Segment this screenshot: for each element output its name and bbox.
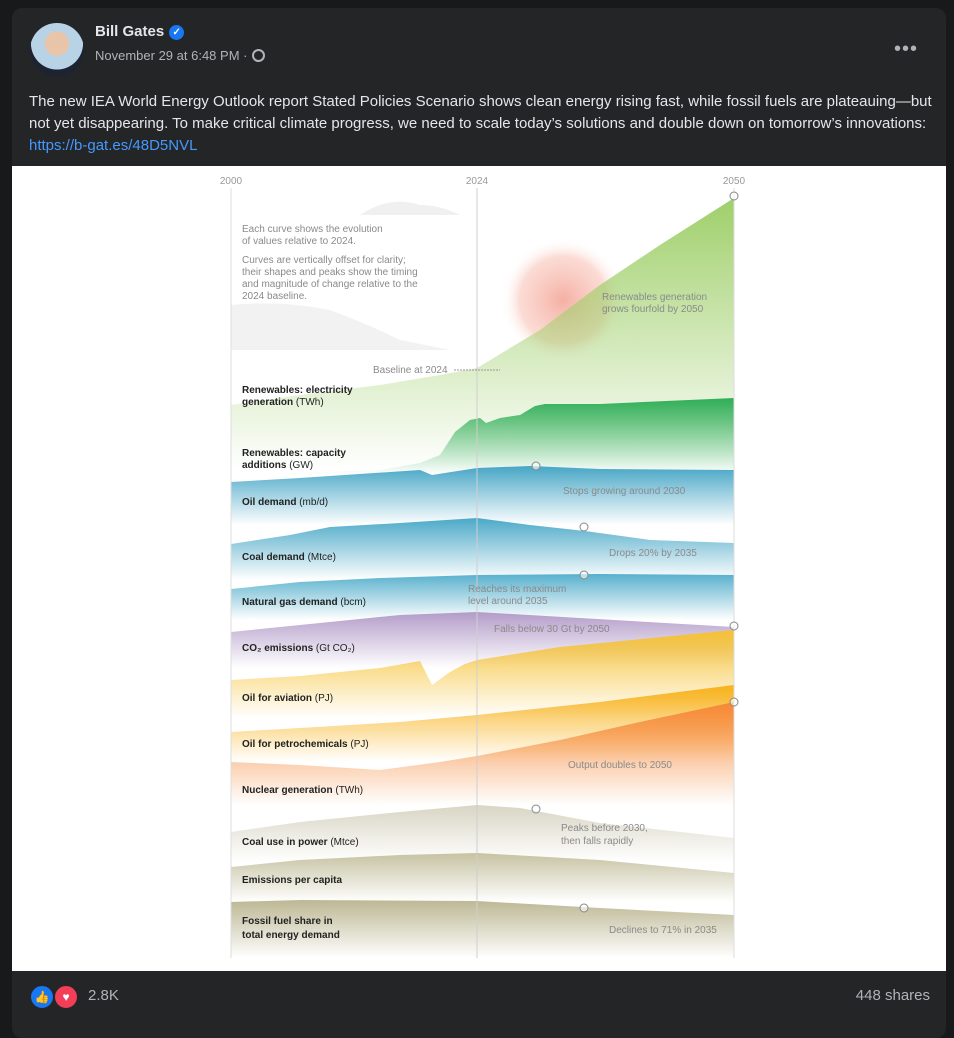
globe-icon [251, 49, 265, 62]
annotation-text: Stops growing around 2030 [563, 486, 686, 497]
series-label: Oil demand (mb/d) [242, 497, 328, 508]
annotation-marker [729, 697, 739, 707]
series-label: Coal demand (Mtce) [242, 552, 336, 563]
series-label: Renewables: capacity [242, 448, 346, 459]
annotation-marker [729, 191, 739, 201]
annotation-text: Drops 20% by 2035 [609, 548, 697, 559]
cloud-decoration [360, 201, 460, 215]
separator: · [243, 48, 248, 63]
tick-2024: 2024 [466, 176, 489, 187]
verified-badge-icon: ✓ [169, 25, 185, 40]
annotation-marker [579, 903, 589, 913]
baseline-label: Baseline at 2024 [373, 365, 448, 376]
annotation-text: Peaks before 2030, [561, 823, 648, 834]
post-image[interactable]: 2000 2024 2050 Each curve shows the evol… [12, 166, 946, 971]
note-line: their shapes and peaks show the timing [242, 267, 418, 278]
series-label: total energy demand [242, 930, 340, 941]
series-label: Coal use in power (Mtce) [242, 837, 359, 848]
post-text: The new IEA World Energy Outlook report … [29, 91, 934, 157]
annotation-marker [531, 461, 541, 471]
post-card: Bill Gates ✓ November 29 at 6:48 PM · •••… [12, 8, 946, 1038]
series-label: Oil for petrochemicals (PJ) [242, 739, 369, 750]
series-label: CO₂ emissions (Gt CO₂) [242, 643, 355, 654]
band-1 [231, 398, 734, 475]
series-label: Oil for aviation (PJ) [242, 693, 333, 704]
note-line: 2024 baseline. [242, 291, 307, 302]
tick-2000: 2000 [220, 176, 243, 187]
annotation-text: Falls below 30 Gt by 2050 [494, 624, 610, 635]
shares-count[interactable]: 448 shares [855, 987, 930, 1004]
annotation-marker [579, 522, 589, 532]
series-label: Emissions per capita [242, 875, 342, 886]
note-line: Curves are vertically offset for clarity… [242, 255, 406, 266]
love-icon[interactable]: ♥ [53, 984, 79, 1010]
series-label: Renewables: electricity [242, 385, 353, 396]
annotation-marker [531, 804, 541, 814]
annotation-text: Output doubles to 2050 [568, 760, 672, 771]
band-8 [231, 702, 734, 805]
series-label: Nuclear generation (TWh) [242, 785, 363, 796]
post-footer: 👍 ♥ 2.8K 448 shares [12, 971, 946, 1031]
annotation-text: grows fourfold by 2050 [602, 304, 704, 315]
band-4 [231, 574, 734, 620]
author-link[interactable]: Bill Gates [95, 23, 165, 40]
tick-2050: 2050 [723, 176, 746, 187]
note-line: of values relative to 2024. [242, 236, 356, 247]
annotation-text: then falls rapidly [561, 836, 633, 847]
note-line: Each curve shows the evolution [242, 224, 383, 235]
band-11 [231, 900, 734, 958]
annotation-text: Reaches its maximum [468, 584, 566, 595]
band-2 [231, 466, 734, 525]
series-label: Natural gas demand (bcm) [242, 597, 366, 608]
chart-notes: Each curve shows the evolution of values… [242, 224, 418, 302]
timestamp[interactable]: November 29 at 6:48 PM [95, 48, 240, 63]
annotation-text: Declines to 71% in 2035 [609, 925, 717, 936]
band-0 [231, 198, 734, 470]
cloud-decoration [231, 303, 450, 350]
band-10 [231, 853, 734, 902]
series-label: generation (TWh) [242, 397, 324, 408]
post-link[interactable]: https://b-gat.es/48D5NVL [29, 137, 198, 154]
author-name[interactable]: Bill Gates ✓ [95, 23, 185, 40]
annotation-text: level around 2035 [468, 596, 548, 607]
reaction-count[interactable]: 2.8K [88, 987, 119, 1004]
note-line: and magnitude of change relative to the [242, 279, 418, 290]
series-label: Fossil fuel share in [242, 916, 333, 927]
avatar[interactable] [30, 23, 84, 77]
annotation-marker [729, 621, 739, 631]
post-body: The new IEA World Energy Outlook report … [29, 93, 932, 132]
more-options-button[interactable]: ••• [893, 38, 918, 60]
annotation-marker [579, 570, 589, 580]
annotation-text: Renewables generation [602, 292, 707, 303]
series-label: additions (GW) [242, 460, 313, 471]
post-meta: November 29 at 6:48 PM · [95, 48, 265, 63]
like-icon[interactable]: 👍 [29, 984, 55, 1010]
band-6 [231, 630, 734, 718]
infographic-chart: 2000 2024 2050 Each curve shows the evol… [220, 176, 746, 958]
band-3 [231, 518, 734, 580]
band-9 [231, 805, 734, 862]
